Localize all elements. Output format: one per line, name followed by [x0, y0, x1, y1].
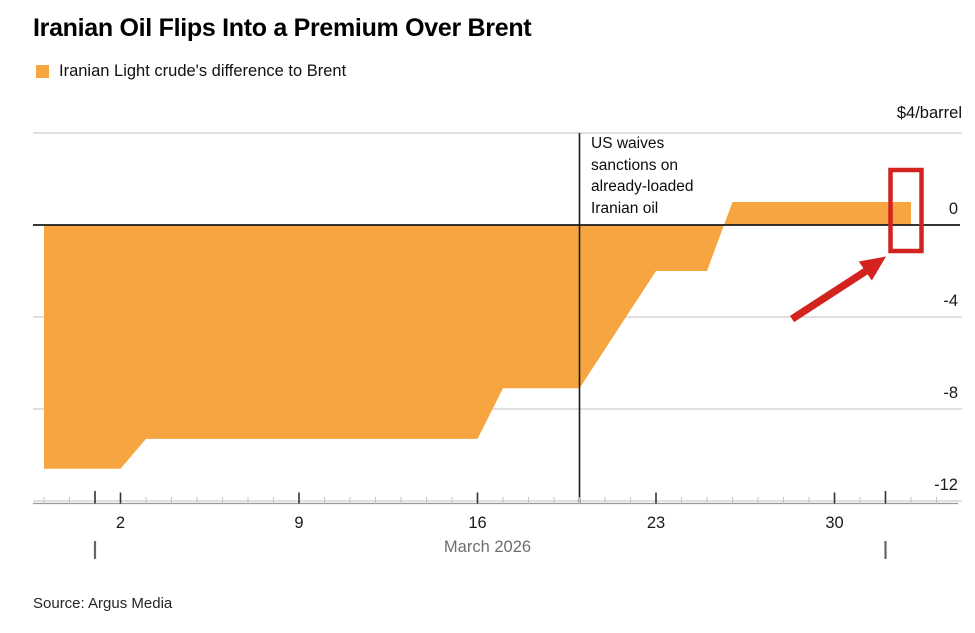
x-tick-label: 23: [647, 514, 665, 532]
x-tick-label: 16: [468, 514, 486, 532]
highlight-arrow-shaft: [789, 267, 869, 323]
x-tick-label: 30: [825, 514, 843, 532]
legend-label: Iranian Light crude's difference to Bren…: [59, 62, 347, 80]
x-axis-label: March 2026: [443, 538, 532, 556]
legend-swatch-icon: [36, 65, 49, 78]
highlight-rectangle: [888, 167, 924, 254]
legend: Iranian Light crude's difference to Bren…: [36, 62, 346, 81]
event-annotation: US waives sanctions on already-loaded Ir…: [591, 135, 694, 217]
y-tick-label: -12: [934, 476, 958, 494]
y-tick-label: 0: [949, 200, 958, 218]
source-credit: Source: Argus Media: [33, 595, 173, 612]
highlight-arrow-head: [858, 256, 886, 281]
y-axis-unit-label: $4/barrel: [896, 104, 962, 122]
x-tick-label: 9: [294, 514, 303, 532]
x-tick-label: 2: [116, 514, 125, 532]
y-tick-label: -8: [943, 384, 958, 402]
area-series: [44, 202, 911, 469]
page-title: Iranian Oil Flips Into a Premium Over Br…: [33, 14, 532, 42]
y-tick-label: -4: [943, 292, 958, 310]
